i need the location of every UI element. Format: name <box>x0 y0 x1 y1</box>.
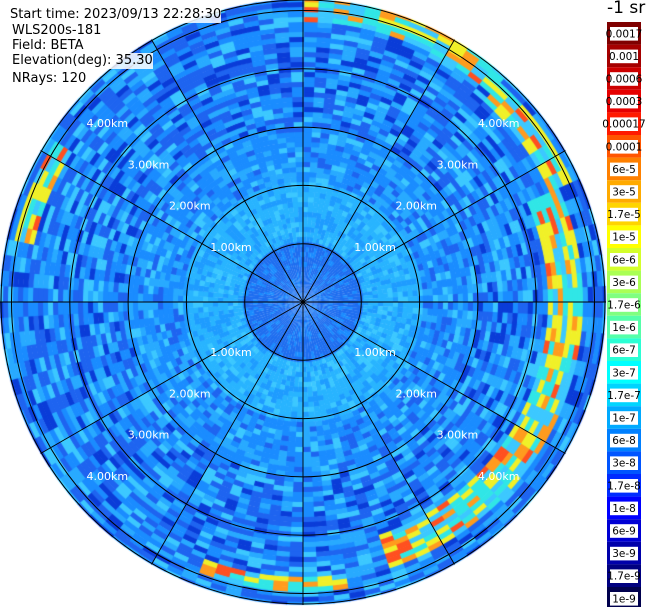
colorbar-tick-label: 0.001 <box>609 51 639 63</box>
radial-line <box>302 150 566 303</box>
colorbar-tick-label: 1.7e-6 <box>607 300 641 312</box>
colorbar-label-box <box>610 253 638 267</box>
colorbar-label-box <box>610 388 638 403</box>
colorbar-label-box <box>610 501 638 516</box>
ring-label: 4.00km <box>87 470 129 483</box>
colorbar-tick-label: 3e-6 <box>612 277 636 289</box>
colorbar-tick-label: 0.0003 <box>606 96 643 108</box>
ring-label: 1.00km <box>354 241 396 254</box>
ring-label: 4.00km <box>87 117 129 130</box>
colorbar-label-box <box>610 185 638 199</box>
colorbar-unit-label: -1 sr <box>607 0 646 18</box>
colorbar-label-box <box>610 343 638 357</box>
colorbar-tick-label: 1e-5 <box>612 232 636 244</box>
colorbar-tick-label: 3e-8 <box>612 458 636 470</box>
ring-label: 2.00km <box>169 387 211 400</box>
colorbar-tick-label: 1.7e-7 <box>607 390 641 402</box>
ring-label: 3.00km <box>437 429 479 442</box>
colorbar-label-box <box>610 456 638 470</box>
radial-line <box>302 301 566 454</box>
colorbar-label-box <box>610 230 638 244</box>
colorbar-tick-label: 1e-7 <box>612 413 636 425</box>
colorbar-tick-label: 1.7e-9 <box>607 571 641 583</box>
start-time-label: Start time: 2023/09/13 22:28:30 <box>10 7 222 23</box>
colorbar-tick-label: 1e-6 <box>612 322 636 334</box>
colorbar-tick-label: 0.0017 <box>606 28 643 40</box>
ring-label: 1.00km <box>210 241 252 254</box>
colorbar-label-box <box>610 72 638 86</box>
colorbar-label-box <box>610 546 638 561</box>
ring-label: 4.00km <box>478 117 520 130</box>
radial-line <box>40 301 304 454</box>
nrays-label: NRays: 120 <box>12 71 87 86</box>
colorbar-tick-label: 1.7e-8 <box>607 480 641 492</box>
radial-line <box>40 150 304 303</box>
colorbar-label-box <box>610 49 638 64</box>
colorbar-label-box <box>610 592 638 606</box>
colorbar-tick-label: 6e-8 <box>612 435 636 447</box>
instrument-label: WLS200s-181 <box>12 23 102 39</box>
elevation-label: Elevation(deg): 35.30 <box>12 53 153 69</box>
ring-label: 4.00km <box>478 470 520 483</box>
ring-label: 3.00km <box>128 429 170 442</box>
colorbar-tick-label: 1e-8 <box>612 503 636 515</box>
colorbar-label-box <box>610 162 638 177</box>
ring-label: 1.00km <box>354 346 396 359</box>
colorbar-label-box <box>610 411 638 425</box>
colorbar-label-box <box>610 366 638 380</box>
colorbar-tick-label: 0.0006 <box>606 74 643 86</box>
colorbar-tick-label: 3e-5 <box>612 187 636 199</box>
colorbar-label-box <box>610 117 638 131</box>
colorbar-tick-label: 3e-7 <box>612 367 636 379</box>
colorbar-label-box <box>610 94 638 109</box>
colorbar-label-box <box>610 207 638 222</box>
ring-label: 3.00km <box>128 158 170 171</box>
colorbar-label-box <box>610 140 638 154</box>
ring-label: 2.00km <box>395 200 437 213</box>
colorbar-label-box <box>610 320 638 335</box>
colorbar-tick-label: 6e-5 <box>612 164 636 176</box>
ring-label: 1.00km <box>210 346 252 359</box>
colorbar-label-box <box>610 524 638 538</box>
colorbar-tick-label: 1.7e-5 <box>607 209 641 221</box>
colorbar-tick-label: 3e-9 <box>612 548 636 560</box>
colorbar-label-box <box>610 275 638 290</box>
ring-label: 2.00km <box>169 200 211 213</box>
ring-label: 3.00km <box>437 158 479 171</box>
colorbar-tick-label: 6e-7 <box>612 345 636 357</box>
field-label: Field: BETA <box>12 38 84 54</box>
colorbar-label-box <box>610 298 638 312</box>
radial-line <box>302 301 455 565</box>
colorbar-label-box <box>610 433 638 448</box>
colorbar-label-box <box>610 27 638 41</box>
colorbar-label-box <box>610 569 638 583</box>
colorbar-label-box <box>610 479 638 493</box>
radial-line <box>151 39 304 303</box>
radial-line <box>302 39 455 303</box>
colorbar-tick-label: 0.0001 <box>606 141 643 153</box>
ring-label: 5.00km <box>45 511 87 524</box>
colorbar-tick-label: 0.00017 <box>602 119 645 131</box>
colorbar-tick-label: 6e-9 <box>612 526 636 538</box>
colorbar-tick-label: 6e-6 <box>612 254 636 266</box>
radial-line <box>151 301 304 565</box>
colorbar-tick-label: 1e-9 <box>612 593 636 605</box>
ring-label: 2.00km <box>395 387 437 400</box>
ring-label: 5.00km <box>45 76 87 89</box>
